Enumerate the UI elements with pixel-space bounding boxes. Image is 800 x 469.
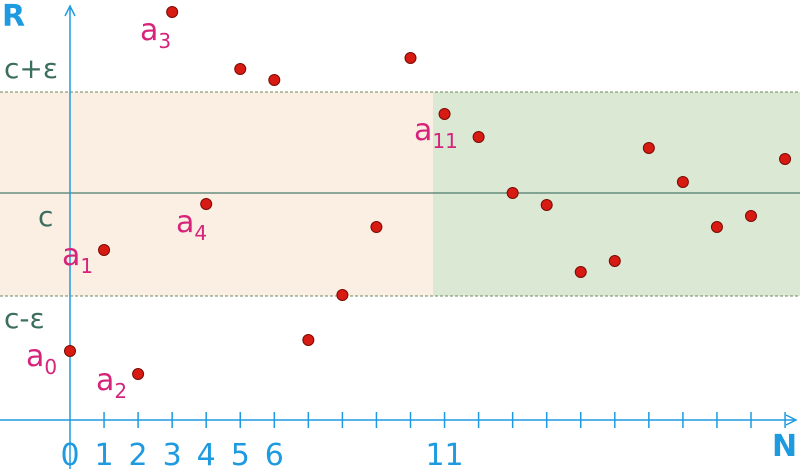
sequence-point: [472, 131, 485, 143]
sequence-point: [608, 255, 621, 267]
term-label: a0: [26, 339, 57, 379]
sequence-point: [676, 176, 689, 188]
axes: [0, 4, 798, 469]
sequence-point: [506, 187, 519, 199]
sequence-point: [200, 198, 213, 210]
x-tick-label: 11: [425, 438, 463, 469]
x-tick-label: 3: [163, 438, 182, 469]
x-tick-label: 6: [265, 438, 284, 469]
sequence-point: [438, 108, 451, 120]
sequence-point: [268, 74, 281, 86]
sequence-point: [745, 210, 757, 222]
x-tick-label: 2: [129, 438, 148, 469]
x-tick-label: 1: [95, 438, 114, 469]
level-label: c+ε: [4, 52, 58, 85]
term-label: a2: [96, 363, 127, 403]
x-axis-label: N: [772, 429, 797, 464]
sequence-point: [302, 334, 315, 346]
term-label: a1: [62, 238, 93, 278]
band-left: [0, 92, 433, 296]
x-tick-label: 5: [231, 438, 250, 469]
term-label: a4: [176, 205, 207, 245]
sequence-point: [574, 266, 587, 278]
sequence-point: [166, 6, 179, 18]
sequence-point: [234, 63, 247, 75]
term-label: a3: [140, 13, 171, 53]
x-tick-label: 0: [60, 438, 79, 469]
sequence-point: [98, 244, 111, 256]
level-label: c: [38, 200, 53, 233]
sequence-point: [132, 368, 145, 380]
y-axis-label: R: [2, 0, 25, 34]
sequence-point: [404, 52, 417, 64]
sequence-point: [336, 289, 349, 301]
sequence-point: [779, 153, 792, 165]
sequence-point: [642, 142, 655, 154]
sequence-point: [64, 345, 76, 357]
sequence-point: [540, 199, 553, 211]
sequence-point: [370, 221, 383, 233]
level-label: c-ε: [4, 302, 45, 335]
x-tick-label: 4: [197, 438, 216, 469]
sequence-point: [710, 221, 723, 233]
term-label: a11: [414, 113, 458, 153]
